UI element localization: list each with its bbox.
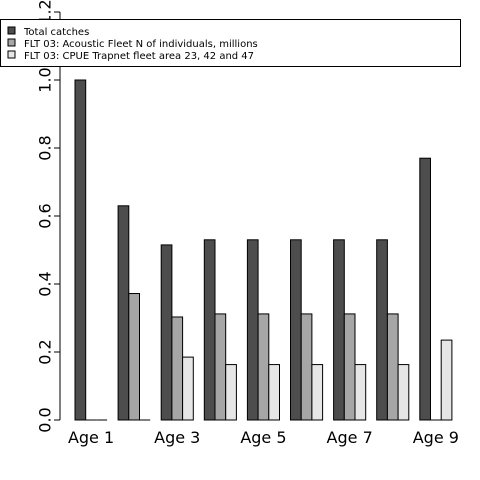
y-axis: 0.0 0.2 0.4 0.6 0.8 1.0 1.2 [36,0,61,433]
bar-3 [225,364,237,421]
x-axis: Age 1 Age 3 Age 5 Age 7 Age 9 [68,428,459,447]
bar-3 [268,364,280,421]
bar-1 [333,239,345,421]
legend-box [0,19,461,67]
y-tick-label: 0.2 [36,339,55,364]
bar-3 [354,364,367,421]
bar-1 [419,157,431,421]
legend-label: FLT 03: Acoustic Fleet N of individuals,… [24,39,258,50]
bar-1 [246,239,259,421]
bar-2 [257,313,270,421]
legend-swatch [7,50,16,59]
bar-1 [376,239,388,421]
bars [74,79,453,421]
bar-1 [117,205,130,421]
x-tick-label: Age 5 [240,428,286,447]
legend-swatch [7,26,16,35]
x-tick-label: Age 1 [68,428,114,447]
y-tick-label: 1.0 [36,67,55,92]
bar-1 [160,244,173,421]
bar-3 [397,364,410,421]
bar-2 [214,313,227,421]
bar-2 [386,313,399,421]
bar-3 [440,339,453,421]
legend-label: FLT 03: CPUE Trapnet fleet area 23, 42 a… [24,51,254,62]
y-tick-label: 0.0 [36,407,55,432]
y-tick-label: 0.6 [36,203,55,228]
legend-swatch [7,38,16,47]
y-tick-label: 0.8 [36,135,55,160]
bar-1 [290,239,302,421]
bar-3 [311,364,324,421]
bar-2 [171,316,184,421]
bar-3 [182,356,194,421]
bar-2 [128,293,141,421]
y-tick-label: 1.2 [36,0,55,25]
bar-2 [343,313,356,421]
x-tick-label: Age 7 [327,428,373,447]
y-tick-label: 0.4 [36,271,55,296]
x-tick-label: Age 9 [413,428,459,447]
bar-1 [74,79,87,421]
bar-2 [300,313,313,421]
bar-1 [203,239,216,421]
x-tick-label: Age 3 [154,428,200,447]
legend-label: Total catches [23,27,89,38]
